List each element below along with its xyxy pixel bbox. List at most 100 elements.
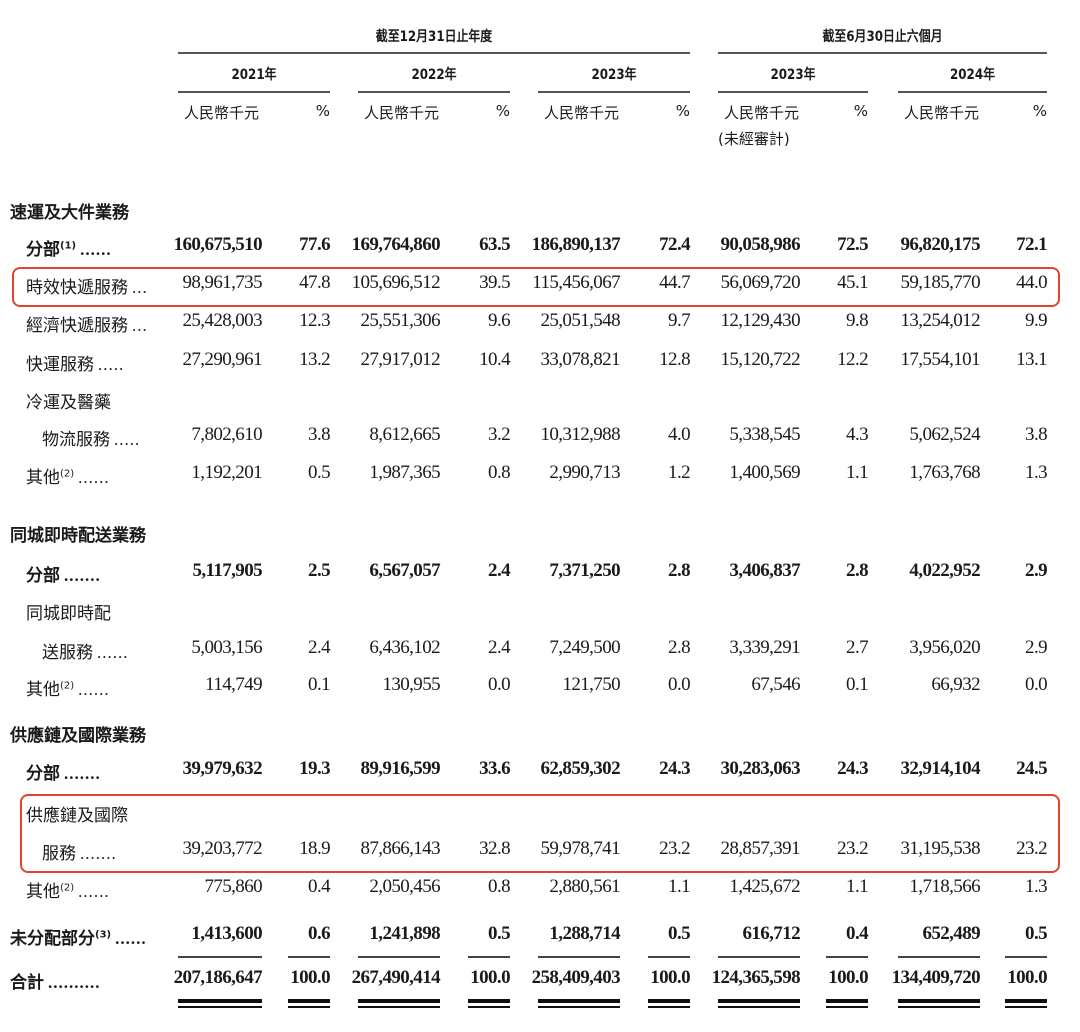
amount-cell: 3,956,020 xyxy=(909,637,980,658)
amount-cell: 8,612,665 xyxy=(369,424,440,445)
percent-cell: 23.2 xyxy=(659,838,690,859)
subtotal-underline xyxy=(358,956,440,958)
leader-dots: ... xyxy=(132,278,148,297)
row-label-text: 同城即時配送業務 xyxy=(10,526,146,546)
amount-cell: 1,192,201 xyxy=(191,462,262,483)
percent-cell: 0.0 xyxy=(668,674,691,695)
percent-cell: 2.7 xyxy=(846,637,869,658)
row-label-text: 同城即時配 xyxy=(26,604,111,624)
amount-cell: 114,749 xyxy=(205,674,262,695)
highlight-box xyxy=(12,267,1060,307)
row-label: 分部....... xyxy=(26,759,101,784)
row-label: 分部....... xyxy=(26,561,101,586)
percent-cell: 24.3 xyxy=(837,758,868,779)
subtotal-underline xyxy=(826,956,868,958)
percent-cell: 12.2 xyxy=(837,349,868,370)
leader-dots: ...... xyxy=(78,680,110,699)
percent-cell: 45.1 xyxy=(837,272,868,293)
amount-cell: 1,288,714 xyxy=(549,923,620,944)
year-rule xyxy=(178,91,330,93)
percent-cell: 77.6 xyxy=(299,234,330,255)
percent-cell: 1.3 xyxy=(1025,876,1048,897)
row-label: 合計.......... xyxy=(10,968,101,993)
percent-cell: 13.2 xyxy=(299,349,330,370)
percent-cell: 100.0 xyxy=(828,967,868,988)
leader-dots: ...... xyxy=(115,929,147,948)
percent-cell: 1.3 xyxy=(1025,462,1048,483)
percent-cell: 47.8 xyxy=(299,272,330,293)
amount-cell: 62,859,302 xyxy=(540,758,620,779)
percent-cell: 1.2 xyxy=(668,462,691,483)
amount-cell: 89,916,599 xyxy=(360,758,440,779)
amount-cell: 3,406,837 xyxy=(729,560,800,581)
subtotal-underline xyxy=(648,956,690,958)
percent-cell: 3.2 xyxy=(488,424,511,445)
percent-cell: 4.3 xyxy=(846,424,869,445)
percent-cell: 24.5 xyxy=(1016,758,1047,779)
amount-cell: 27,917,012 xyxy=(360,349,440,370)
leader-dots: ....... xyxy=(64,764,101,783)
amount-cell: 775,860 xyxy=(204,876,262,897)
percent-cell: 19.3 xyxy=(299,758,330,779)
percent-cell: 39.5 xyxy=(479,272,510,293)
percent-cell: 24.3 xyxy=(659,758,690,779)
percent-cell: 2.8 xyxy=(668,560,691,581)
row-label: 時效快遞服務... xyxy=(26,273,148,298)
amount-cell: 207,186,647 xyxy=(173,967,263,988)
leader-dots: ...... xyxy=(80,240,112,259)
amount-cell: 1,718,566 xyxy=(909,876,980,897)
amount-cell: 1,413,600 xyxy=(191,923,262,944)
pct-label: % xyxy=(315,102,330,120)
total-double-underline xyxy=(648,1006,690,1008)
amount-cell: 2,990,713 xyxy=(549,462,620,483)
pct-label: % xyxy=(495,102,510,120)
subtotal-underline xyxy=(1005,956,1047,958)
percent-cell: 9.8 xyxy=(846,310,869,331)
row-label: 快運服務..... xyxy=(26,350,124,375)
amount-cell: 67,546 xyxy=(751,674,800,695)
percent-cell: 2.8 xyxy=(846,560,869,581)
percent-cell: 0.5 xyxy=(668,923,691,944)
subtotal-underline xyxy=(178,956,262,958)
row-label-text: 其他 xyxy=(26,468,60,488)
amount-cell: 96,820,175 xyxy=(900,234,980,255)
total-double-underline xyxy=(538,999,620,1003)
percent-cell: 0.0 xyxy=(1025,674,1048,695)
row-label: 其他(2)...... xyxy=(26,877,110,902)
percent-cell: 1.1 xyxy=(846,876,869,897)
row-label-text: 送服務 xyxy=(42,643,93,663)
row-label: 未分配部分(3)...... xyxy=(10,924,147,949)
unit-label: 人民幣千元 xyxy=(724,104,800,122)
row-label-text: 分部 xyxy=(26,764,60,784)
unaudited-note: (未經審計) xyxy=(718,130,790,148)
percent-cell: 2.4 xyxy=(308,637,331,658)
amount-cell: 98,961,735 xyxy=(182,272,262,293)
row-label-text: 其他 xyxy=(26,882,60,902)
percent-cell: 10.4 xyxy=(479,349,510,370)
amount-cell: 652,489 xyxy=(922,923,980,944)
total-double-underline xyxy=(826,1006,868,1008)
total-double-underline xyxy=(898,999,980,1003)
amount-cell: 39,203,772 xyxy=(182,838,262,859)
footnote-ref: (2) xyxy=(60,882,75,894)
total-double-underline xyxy=(718,999,800,1003)
unit-label: 人民幣千元 xyxy=(184,104,260,122)
percent-cell: 0.4 xyxy=(846,923,869,944)
total-double-underline xyxy=(288,1006,330,1008)
leader-dots: ... xyxy=(132,316,148,335)
year-rule xyxy=(718,91,868,93)
amount-cell: 121,750 xyxy=(562,674,620,695)
percent-cell: 0.1 xyxy=(846,674,869,695)
row-label: 分部(1)...... xyxy=(26,235,112,260)
percent-cell: 100.0 xyxy=(290,967,330,988)
section-heading: 速運及大件業務 xyxy=(10,198,129,223)
percent-cell: 9.9 xyxy=(1025,310,1048,331)
percent-cell: 23.2 xyxy=(837,838,868,859)
total-double-underline xyxy=(288,999,330,1003)
amount-cell: 27,290,961 xyxy=(182,349,262,370)
subtotal-underline xyxy=(898,956,980,958)
percent-cell: 33.6 xyxy=(479,758,510,779)
amount-cell: 169,764,860 xyxy=(351,234,441,255)
row-label: 供應鏈及國際 xyxy=(26,801,128,826)
row-label-text: 供應鏈及國際業務 xyxy=(10,726,146,746)
